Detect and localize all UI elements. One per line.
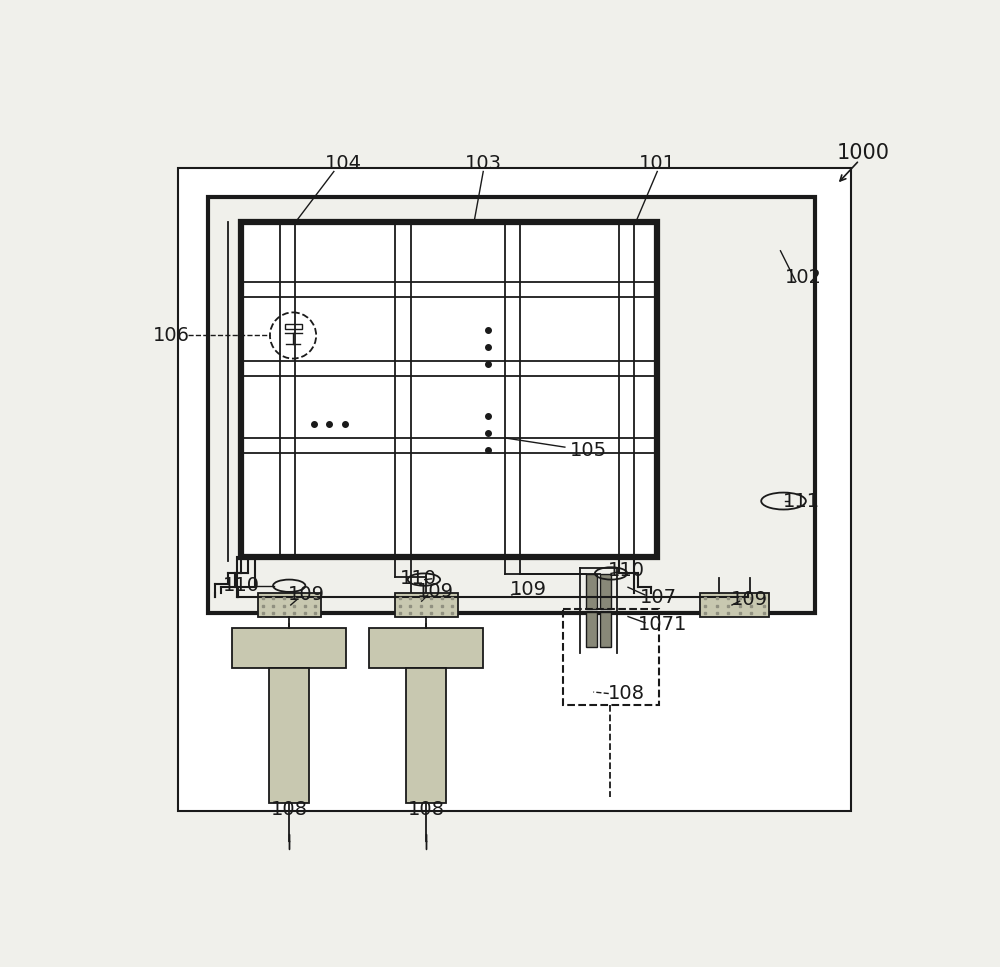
Bar [208, 197, 815, 613]
Bar [258, 594, 321, 617]
Bar [600, 612, 611, 647]
Text: 109: 109 [731, 590, 768, 609]
Bar [285, 324, 302, 330]
Bar [241, 222, 657, 557]
Bar [369, 629, 483, 668]
Text: 107: 107 [640, 588, 677, 606]
Text: 105: 105 [569, 441, 607, 459]
Bar [586, 612, 597, 647]
Bar [563, 609, 659, 705]
Text: 101: 101 [639, 155, 676, 173]
Bar [600, 574, 611, 609]
Text: 108: 108 [408, 800, 445, 818]
Text: 103: 103 [465, 155, 502, 173]
Bar [700, 594, 769, 617]
Text: 111: 111 [783, 491, 820, 511]
Text: 106: 106 [153, 326, 190, 345]
Text: 1000: 1000 [837, 143, 890, 163]
Text: 110: 110 [400, 569, 437, 588]
Bar [586, 574, 597, 609]
Text: 104: 104 [325, 155, 362, 173]
Text: 110: 110 [608, 561, 645, 580]
Bar [232, 629, 346, 668]
Bar [269, 668, 309, 803]
Text: 102: 102 [785, 268, 822, 287]
Text: 109: 109 [417, 581, 454, 601]
Text: 1071: 1071 [638, 615, 687, 633]
Text: 109: 109 [288, 585, 325, 604]
Text: 110: 110 [223, 576, 260, 596]
Text: 109: 109 [509, 580, 546, 600]
Bar [395, 594, 458, 617]
Bar [178, 168, 851, 811]
Text: 108: 108 [271, 800, 308, 818]
Text: 108: 108 [608, 684, 645, 703]
Bar [406, 668, 446, 803]
